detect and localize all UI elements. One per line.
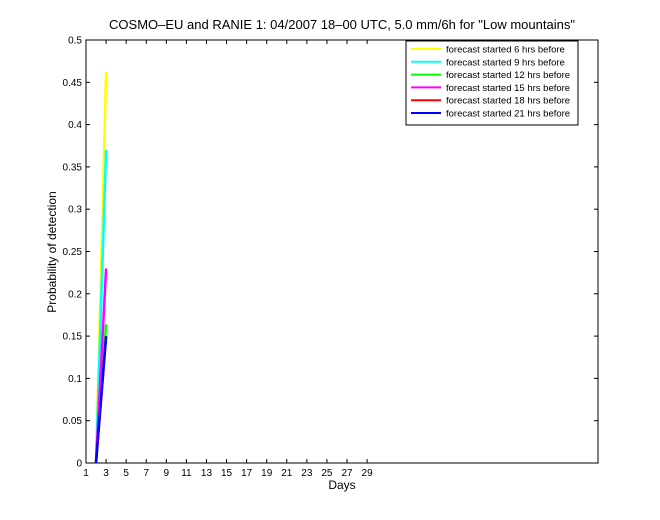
legend-entry: forecast started 6 hrs before xyxy=(446,45,565,56)
x-tick-label: 21 xyxy=(281,468,293,479)
x-axis: 1 3 5 7 9 11 13 15 17 19 21 23 25 27 29 xyxy=(83,40,373,479)
x-tick-label: 23 xyxy=(301,468,313,479)
x-tick-label: 5 xyxy=(123,468,129,479)
y-tick-label: 0.3 xyxy=(68,205,82,216)
y-tick-label: 0.4 xyxy=(68,120,82,131)
y-tick-label: 0.5 xyxy=(68,36,82,47)
y-tick-label: 0 xyxy=(76,459,82,470)
legend-entry: forecast started 18 hrs before xyxy=(446,96,570,107)
y-tick-label: 0.15 xyxy=(63,332,83,343)
chart-title: COSMO–EU and RANIE 1: 04/2007 18–00 UTC,… xyxy=(109,17,575,32)
y-tick-label: 0.45 xyxy=(63,78,83,89)
x-tick-label: 29 xyxy=(362,468,374,479)
legend-box xyxy=(405,40,579,126)
x-tick-label: 9 xyxy=(164,468,170,479)
x-tick-label: 17 xyxy=(241,468,253,479)
y-tick-label: 0.35 xyxy=(63,162,83,173)
series-line-5 xyxy=(94,336,108,464)
y-tick-label: 0.25 xyxy=(63,247,83,258)
x-tick-label: 7 xyxy=(143,468,149,479)
series-lines xyxy=(94,72,108,464)
legend-entry: forecast started 9 hrs before xyxy=(446,57,565,68)
x-axis-label: Days xyxy=(328,478,355,492)
x-tick-label: 25 xyxy=(321,468,333,479)
legend-entry: forecast started 15 hrs before xyxy=(446,83,570,94)
legend-entry: forecast started 21 hrs before xyxy=(446,109,570,120)
x-tick-label: 27 xyxy=(341,468,353,479)
y-axis: 0 0.05 0.1 0.15 0.2 0.25 0.3 0.35 0.4 0.45 0.5 xyxy=(63,36,598,470)
x-tick-label: 13 xyxy=(201,468,213,479)
y-tick-label: 0.1 xyxy=(68,374,82,385)
legend-entry: forecast started 12 hrs before xyxy=(446,70,570,81)
y-tick-label: 0.05 xyxy=(63,416,83,427)
x-tick-label: 19 xyxy=(261,468,273,479)
y-axis-label: Probability of detection xyxy=(45,191,59,312)
x-tick-label: 1 xyxy=(83,468,89,479)
y-tick-label: 0.2 xyxy=(68,289,82,300)
x-tick-label: 11 xyxy=(181,468,192,479)
x-tick-label: 3 xyxy=(103,468,109,479)
x-tick-label: 15 xyxy=(221,468,233,479)
